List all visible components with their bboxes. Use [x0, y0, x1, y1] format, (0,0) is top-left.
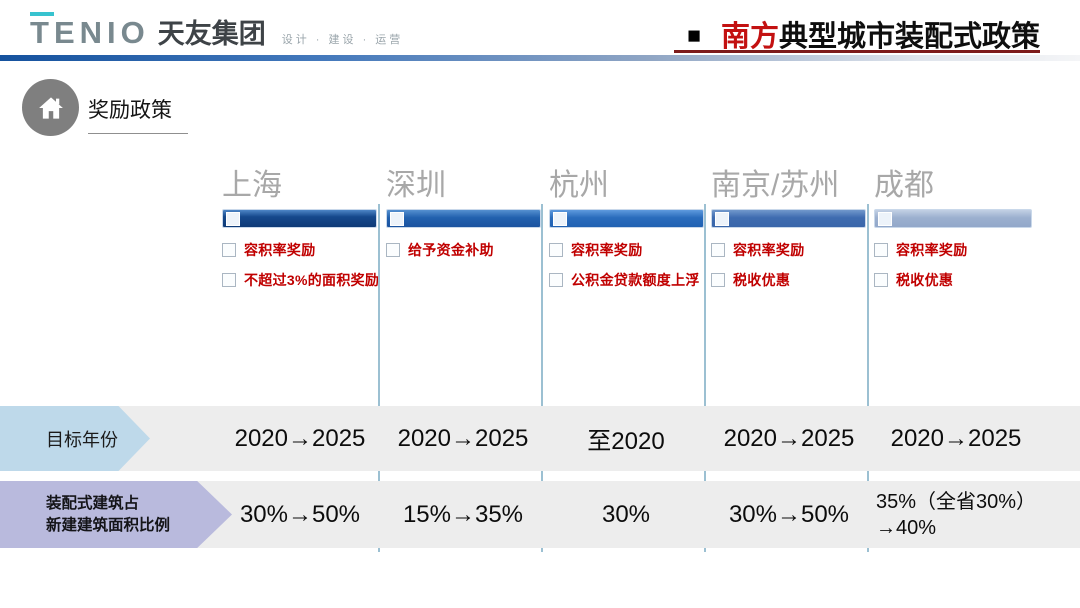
policy-item: 容积率奖励: [874, 240, 1032, 260]
city-column-chengdu: 成都 容积率奖励 税收优惠: [874, 168, 1032, 300]
policy-item: 容积率奖励: [222, 240, 377, 260]
policy-label: 容积率奖励: [733, 242, 805, 258]
policy-label: 公积金贷款额度上浮: [571, 272, 700, 288]
ratio-cell-shenzhen: 15%→35%: [402, 500, 524, 528]
policy-label: 容积率奖励: [244, 242, 316, 258]
policy-label: 税收优惠: [733, 272, 791, 288]
city-column-nanjing-suzhou: 南京/苏州 容积率奖励 税收优惠: [711, 168, 866, 300]
logo-brand-rest: ENIO: [53, 15, 150, 50]
home-icon-glyph: [38, 96, 63, 119]
checkbox-icon: [549, 273, 563, 287]
column-divider: [541, 204, 543, 552]
ratio-chengdu-line2: →40%: [876, 516, 937, 539]
logo-tagline: 设计 · 建设 · 运营: [281, 34, 404, 46]
target-year-row-label: 目标年份: [0, 406, 150, 471]
policy-label: 容积率奖励: [571, 242, 643, 258]
policy-list: 容积率奖励 公积金贷款额度上浮: [549, 240, 704, 290]
logo-company-name: 天友集团: [157, 19, 266, 49]
slide-title: ■ 南方典型城市装配式政策: [687, 13, 1040, 55]
header-divider-rule: [0, 55, 1080, 61]
policy-list: 给予资金补助: [386, 240, 541, 260]
policy-label: 给予资金补助: [408, 242, 494, 258]
bar-knob-icon: [390, 212, 404, 226]
policy-label: 容积率奖励: [896, 242, 968, 258]
logo-teal-accent: T: [30, 12, 54, 48]
target-year-cell-shenzhen: 2020→2025: [397, 424, 529, 452]
policy-item: 容积率奖励: [711, 240, 866, 260]
column-divider: [867, 204, 869, 552]
checkbox-icon: [711, 243, 725, 257]
bar-knob-icon: [715, 212, 729, 226]
bar-knob-icon: [553, 212, 567, 226]
city-name: 南京/苏州: [711, 169, 840, 202]
ratio-chengdu-line1: 35%（全省30%）: [876, 490, 1037, 513]
policy-list: 容积率奖励 税收优惠: [874, 240, 1032, 290]
policy-item: 给予资金补助: [386, 240, 541, 260]
slide-title-red-part: 南方: [720, 19, 779, 53]
policy-item: 不超过3%的面积奖励: [222, 270, 380, 290]
city-bar: [222, 209, 377, 228]
city-column-shenzhen: 深圳 给予资金补助: [386, 168, 541, 270]
checkbox-icon: [549, 243, 563, 257]
bar-knob-icon: [226, 212, 240, 226]
policy-item: 公积金贷款额度上浮: [549, 270, 704, 290]
policy-label: 不超过3%的面积奖励: [244, 272, 380, 288]
ratio-row-label: 装配式建筑占 新建建筑面积比例: [0, 481, 232, 548]
bar-knob-icon: [878, 212, 892, 226]
city-name: 杭州: [549, 169, 609, 202]
policy-list: 容积率奖励 税收优惠: [711, 240, 866, 290]
city-bar: [386, 209, 541, 228]
target-year-cell-chengdu: 2020→2025: [890, 424, 1022, 452]
logo-brand-text: TENIO: [30, 12, 150, 48]
policy-item: 容积率奖励: [549, 240, 704, 260]
ratio-cell-shanghai: 30%→50%: [239, 500, 361, 528]
target-year-cell-shanghai: 2020→2025: [234, 424, 366, 452]
ratio-cell-nanjing-suzhou: 30%→50%: [728, 500, 850, 528]
city-name: 深圳: [386, 169, 446, 202]
city-column-shanghai: 上海 容积率奖励 不超过3%的面积奖励: [222, 168, 380, 300]
city-name: 上海: [222, 169, 282, 202]
ratio-label-line1: 装配式建筑占: [46, 494, 140, 512]
ratio-cell-chengdu: 35%（全省30%） →40%: [872, 481, 1040, 548]
target-year-cell-hangzhou: 至2020: [587, 428, 665, 455]
company-logo: TENIO 天友集团 设计 · 建设 · 运营: [30, 12, 403, 48]
checkbox-icon: [874, 243, 888, 257]
title-underline: [674, 50, 1040, 53]
policy-item: 税收优惠: [711, 270, 866, 290]
checkbox-icon: [874, 273, 888, 287]
ratio-cell-hangzhou: 30%: [601, 500, 651, 528]
column-divider: [704, 204, 706, 552]
target-year-row: 目标年份 2020→2025 2020→2025 至2020 2020→2025…: [0, 406, 1080, 471]
policy-list: 容积率奖励 不超过3%的面积奖励: [222, 240, 380, 290]
target-year-cell-nanjing-suzhou: 2020→2025: [723, 424, 855, 452]
ratio-row: 装配式建筑占 新建建筑面积比例 30%→50% 15%→35% 30% 30%→…: [0, 481, 1080, 548]
checkbox-icon: [222, 273, 236, 287]
checkbox-icon: [386, 243, 400, 257]
city-bar: [874, 209, 1032, 228]
section-title: 奖励政策: [88, 94, 188, 134]
column-divider: [378, 204, 380, 552]
home-icon: [22, 79, 79, 136]
checkbox-icon: [711, 273, 725, 287]
slide-title-rest: 典型城市装配式政策: [778, 19, 1040, 53]
city-column-hangzhou: 杭州 容积率奖励 公积金贷款额度上浮: [549, 168, 704, 300]
city-name: 成都: [874, 169, 934, 202]
checkbox-icon: [222, 243, 236, 257]
target-year-label-text: 目标年份: [46, 429, 118, 450]
city-bar: [549, 209, 704, 228]
policy-label: 税收优惠: [896, 272, 954, 288]
ratio-label-line2: 新建建筑面积比例: [46, 516, 171, 534]
city-bar: [711, 209, 866, 228]
policy-item: 税收优惠: [874, 270, 1032, 290]
square-bullet-icon: ■: [687, 22, 701, 48]
